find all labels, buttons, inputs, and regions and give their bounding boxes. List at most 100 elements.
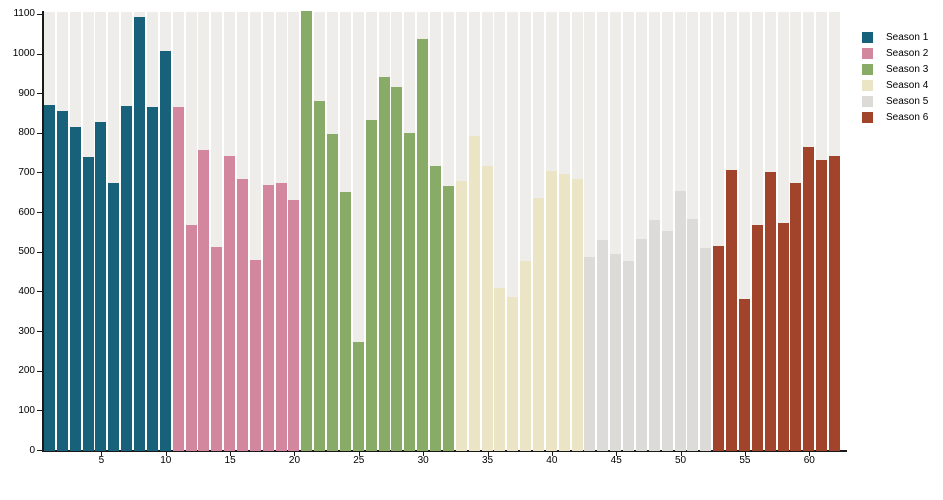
background-stripe bbox=[623, 12, 635, 451]
x-axis-tick-label: 10 bbox=[160, 455, 172, 466]
bar bbox=[211, 246, 223, 451]
x-axis-tick-label: 15 bbox=[224, 455, 236, 466]
bar bbox=[185, 224, 197, 451]
bar bbox=[442, 186, 454, 451]
bar bbox=[327, 133, 339, 451]
x-axis-tick bbox=[616, 452, 618, 456]
bar bbox=[56, 110, 68, 451]
legend-item: Season 1 bbox=[862, 29, 928, 45]
x-axis-tick-label: 35 bbox=[481, 455, 494, 466]
x-axis-tick bbox=[358, 452, 360, 456]
legend-item: Season 5 bbox=[862, 93, 928, 109]
bar bbox=[532, 198, 544, 451]
bar bbox=[301, 11, 313, 451]
x-axis-tick bbox=[423, 452, 425, 456]
bar bbox=[146, 107, 158, 451]
bar bbox=[520, 261, 532, 451]
legend-label: Season 1 bbox=[886, 31, 929, 43]
bar bbox=[635, 238, 647, 451]
y-axis-tick-label: 300 bbox=[18, 325, 35, 337]
bar bbox=[121, 106, 133, 451]
x-axis-tick bbox=[165, 452, 167, 456]
bar bbox=[558, 173, 570, 451]
x-axis-tick bbox=[230, 452, 232, 456]
y-axis-tick bbox=[37, 53, 42, 55]
x-axis-tick bbox=[680, 452, 682, 456]
bar bbox=[571, 179, 583, 451]
bar bbox=[417, 39, 429, 451]
background-stripe bbox=[520, 12, 532, 451]
y-axis-tick bbox=[37, 331, 42, 333]
bar bbox=[198, 150, 210, 451]
y-axis-tick-label: 1000 bbox=[12, 48, 35, 59]
bar bbox=[507, 297, 519, 451]
x-axis-tick-label: 25 bbox=[353, 455, 365, 466]
bar bbox=[288, 200, 300, 451]
y-axis-tick bbox=[37, 212, 42, 214]
legend-item: Season 4 bbox=[862, 77, 928, 93]
x-axis-tick-label: 30 bbox=[417, 455, 429, 466]
background-stripe bbox=[352, 12, 364, 451]
y-axis-tick-label: 500 bbox=[18, 246, 35, 258]
bar bbox=[134, 17, 146, 451]
bar bbox=[687, 219, 699, 451]
y-axis-tick-label: 100 bbox=[18, 404, 35, 416]
background-stripe bbox=[494, 12, 506, 451]
y-axis-tick-label: 0 bbox=[29, 444, 35, 456]
bar bbox=[365, 120, 377, 451]
y-axis-tick bbox=[37, 13, 42, 15]
x-axis-tick-label: 40 bbox=[546, 455, 558, 466]
bar bbox=[339, 192, 351, 451]
legend-label: Season 6 bbox=[886, 111, 929, 123]
legend-label: Season 2 bbox=[886, 47, 929, 59]
x-axis-tick bbox=[744, 452, 746, 456]
bar bbox=[468, 135, 480, 451]
x-axis-tick-label: 60 bbox=[803, 455, 815, 466]
legend-swatch-icon bbox=[862, 95, 873, 107]
bar bbox=[69, 127, 81, 451]
legend-item: Season 6 bbox=[862, 109, 928, 125]
bar bbox=[159, 51, 171, 451]
bar bbox=[764, 171, 776, 451]
x-axis-tick-label: 45 bbox=[610, 455, 622, 466]
y-axis-tick bbox=[37, 251, 42, 253]
x-axis-line bbox=[42, 450, 847, 452]
legend-label: Season 4 bbox=[886, 79, 929, 91]
bar bbox=[700, 248, 712, 451]
y-axis-tick-label: 1100 bbox=[13, 8, 35, 20]
y-axis-tick bbox=[37, 291, 42, 293]
bar bbox=[803, 146, 815, 451]
y-axis-tick bbox=[37, 172, 42, 174]
x-axis-tick bbox=[101, 452, 103, 456]
y-axis-tick bbox=[37, 93, 42, 95]
bar bbox=[661, 230, 673, 451]
bar bbox=[777, 223, 789, 451]
bar bbox=[275, 182, 287, 451]
background-stripe bbox=[610, 12, 622, 451]
bar bbox=[378, 77, 390, 451]
plot-area bbox=[43, 11, 842, 451]
bar bbox=[224, 155, 236, 451]
bar bbox=[713, 245, 725, 451]
bar bbox=[829, 156, 840, 451]
legend-swatch-icon bbox=[862, 63, 873, 75]
bar bbox=[738, 298, 750, 451]
background-stripe bbox=[713, 12, 725, 451]
bar bbox=[108, 182, 120, 451]
bar bbox=[314, 100, 326, 451]
bar bbox=[648, 220, 660, 451]
bar bbox=[481, 165, 493, 451]
bar bbox=[726, 170, 738, 451]
legend-swatch-icon bbox=[862, 47, 873, 59]
bar bbox=[172, 106, 184, 451]
legend-item: Season 2 bbox=[862, 45, 928, 61]
bar bbox=[494, 288, 506, 451]
x-axis-tick bbox=[487, 452, 489, 456]
background-stripe bbox=[700, 12, 712, 451]
background-stripe bbox=[249, 12, 261, 451]
bar bbox=[597, 239, 609, 451]
bar bbox=[790, 182, 802, 451]
y-axis-tick bbox=[37, 450, 42, 451]
y-axis-tick bbox=[37, 132, 42, 134]
bar bbox=[674, 191, 686, 451]
